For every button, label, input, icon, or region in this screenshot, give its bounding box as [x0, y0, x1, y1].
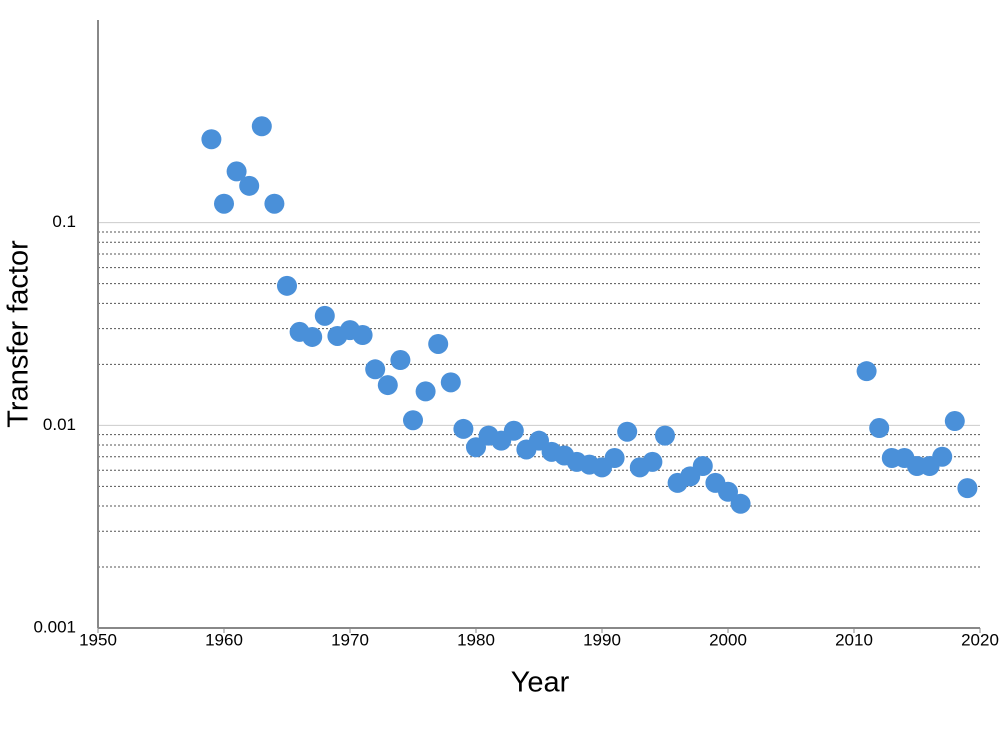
x-tick-label: 2010 — [835, 630, 873, 649]
point — [869, 418, 890, 439]
point — [642, 451, 663, 472]
x-tick-label: 1990 — [583, 630, 621, 649]
point — [277, 275, 297, 296]
point — [377, 375, 398, 396]
x-tick-label: 2020 — [961, 630, 999, 649]
x-axis-label: Year — [511, 667, 570, 699]
point — [453, 418, 474, 439]
point — [251, 116, 272, 137]
point — [730, 493, 751, 514]
point — [214, 193, 234, 214]
point — [239, 175, 260, 196]
x-tick-label: 1950 — [79, 630, 117, 649]
point — [718, 481, 738, 502]
point — [604, 447, 625, 468]
point — [314, 305, 335, 326]
point — [957, 478, 978, 499]
point — [201, 129, 222, 150]
x-tick-label: 1970 — [331, 630, 369, 649]
point — [944, 411, 965, 432]
point — [352, 325, 373, 346]
point — [617, 421, 638, 442]
point — [226, 161, 247, 182]
point — [692, 456, 713, 477]
point — [503, 420, 524, 441]
x-tick-label: 1980 — [457, 630, 495, 649]
point — [264, 193, 285, 214]
y-tick-label: 0.1 — [52, 212, 76, 231]
point — [415, 381, 436, 402]
x-tick-label: 1960 — [205, 630, 243, 649]
point — [428, 333, 449, 354]
y-tick-label: 0.01 — [43, 415, 76, 434]
point — [466, 437, 486, 458]
point — [302, 326, 323, 347]
point — [365, 359, 386, 380]
point — [655, 425, 675, 446]
x-tick-label: 2000 — [709, 630, 747, 649]
point — [856, 361, 877, 382]
point — [403, 410, 423, 431]
y-tick-label: 0.001 — [33, 617, 76, 636]
y-axis-label: Transfer factor — [3, 240, 35, 428]
point — [440, 372, 461, 393]
point — [932, 446, 953, 467]
point — [390, 350, 411, 371]
